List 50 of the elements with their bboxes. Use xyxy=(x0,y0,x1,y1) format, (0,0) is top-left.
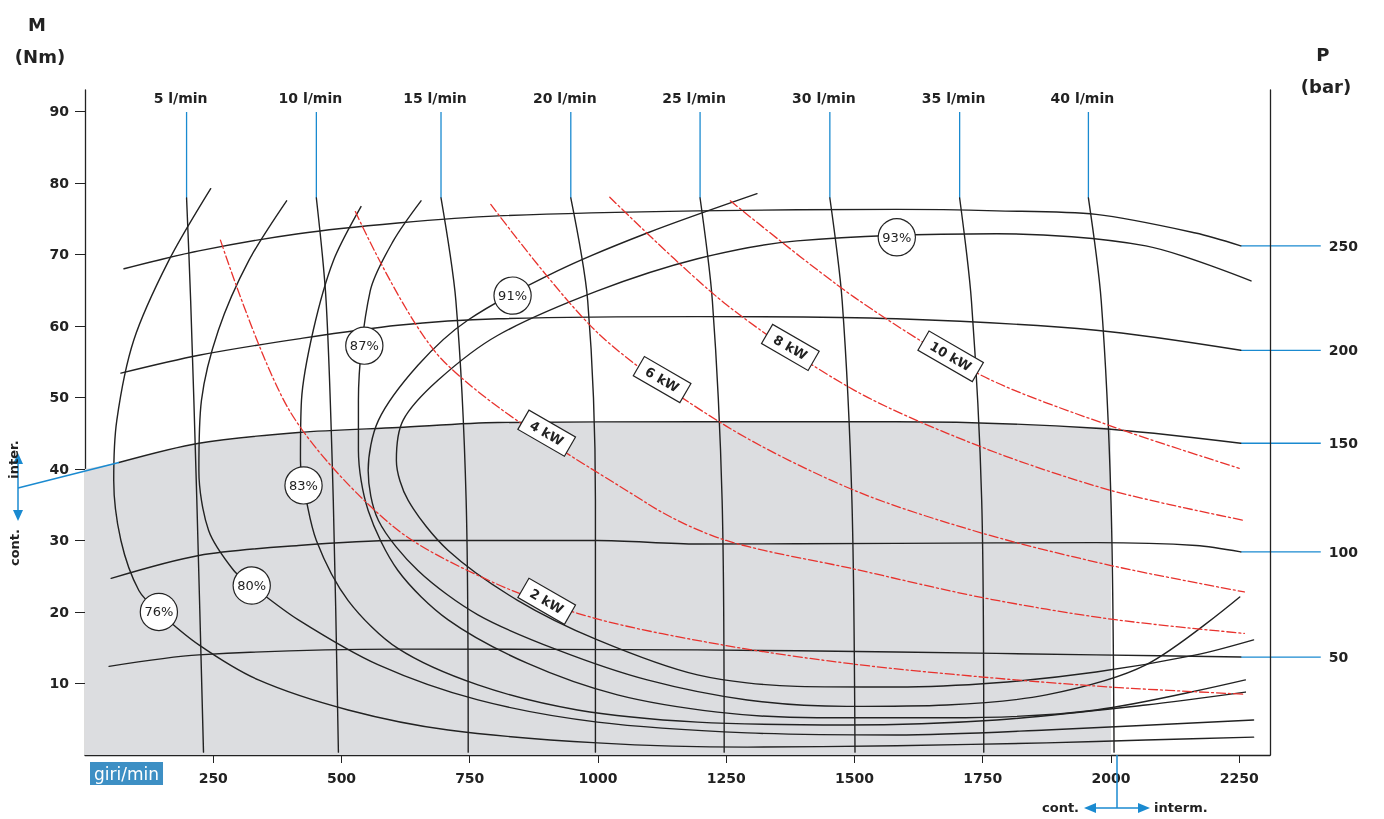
text: 25 l/min xyxy=(662,90,726,106)
y2-axis-title: P (bar) xyxy=(1300,43,1352,97)
series-label: 87% xyxy=(349,338,379,354)
text: 5 l/min xyxy=(153,90,208,106)
text: 15 l/min xyxy=(403,90,467,106)
annotation: inter. xyxy=(5,440,21,479)
text: interm. xyxy=(1154,800,1208,815)
y-tick-label: 30 xyxy=(49,532,70,549)
line-series xyxy=(729,200,1240,469)
y-axis-title: M (Nm) xyxy=(14,13,66,67)
text: cont. xyxy=(7,528,23,567)
y-tick-label: 10 xyxy=(49,675,70,692)
y-tick-label: 70 xyxy=(49,246,70,263)
x-tick-label: 750 xyxy=(455,770,485,786)
y-tick-label: 50 xyxy=(49,389,70,406)
text: 2 kW xyxy=(527,585,567,617)
text: 100 xyxy=(1328,543,1359,560)
text: cont. xyxy=(1042,800,1080,815)
text: 4 kW xyxy=(527,417,567,449)
x-tick-label: 1750 xyxy=(963,770,1003,786)
series-label: 80% xyxy=(237,578,267,594)
text: 10 l/min xyxy=(278,90,343,106)
text: 50 xyxy=(1328,649,1349,666)
text: 200 xyxy=(1328,342,1359,359)
x-tick-label: 1500 xyxy=(835,770,875,786)
x-tick-label: 500 xyxy=(326,770,357,786)
text: 30 l/min xyxy=(792,90,856,106)
series-label: 83% xyxy=(289,477,318,493)
x-tick-label: 250 xyxy=(198,770,229,786)
y-tick-label: 60 xyxy=(49,317,70,334)
text: 250 xyxy=(1328,237,1359,254)
series-label: 93% xyxy=(882,229,912,245)
y-tick-label: 40 xyxy=(49,460,70,477)
text: 6 kW xyxy=(642,363,682,396)
y-tick-label: 20 xyxy=(49,603,70,620)
series-label: 76% xyxy=(144,604,174,620)
text: 20 l/min xyxy=(532,90,597,106)
x-axis-title: giri/min xyxy=(94,763,160,784)
x-tick-label: 1000 xyxy=(578,770,618,786)
y-tick-label: 80 xyxy=(49,174,70,191)
y-tick-label: 90 xyxy=(49,103,70,120)
x-tick-label: 1250 xyxy=(706,770,746,786)
text: 35 l/min xyxy=(921,90,986,106)
x-tick-label: 2250 xyxy=(1219,770,1259,786)
line-series xyxy=(609,196,1245,522)
text: 10 kW xyxy=(927,338,975,375)
text: 8 kW xyxy=(770,331,810,364)
series-label: 91% xyxy=(498,288,528,304)
text: 40 l/min xyxy=(1050,90,1115,106)
text: 150 xyxy=(1328,435,1359,452)
